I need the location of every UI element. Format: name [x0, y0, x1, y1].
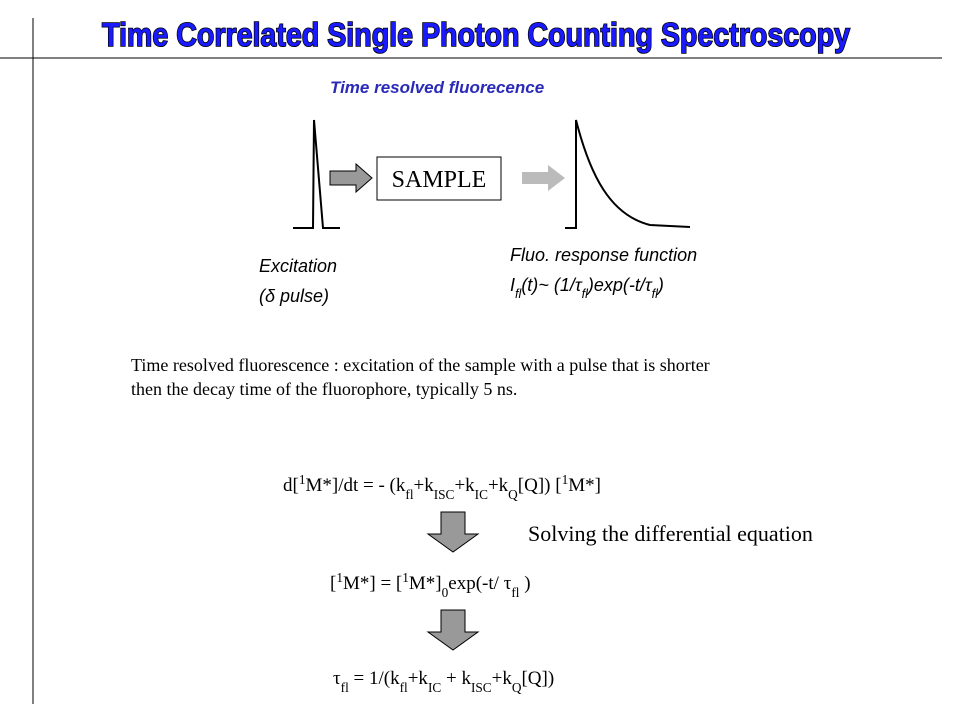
eq-part: fl: [405, 487, 413, 502]
decay-curve: [565, 119, 691, 229]
formula-part: (t): [521, 275, 538, 295]
sample-label: SAMPLE: [392, 167, 487, 193]
eq-part: 0: [442, 585, 449, 600]
eq-part: IC: [475, 487, 488, 502]
eq-part: ISC: [471, 680, 492, 695]
eq-part: fl: [511, 585, 519, 600]
fluo-label: Fluo. response function: [510, 245, 697, 265]
eq-part: = 1/(k: [349, 668, 400, 689]
equation: τfl = 1/(kfl+kIC + kISC+kQ[Q]): [333, 668, 554, 695]
eq-part: M*]: [568, 475, 601, 496]
formula-part: ~ (1/: [538, 275, 577, 295]
equation: d[1M*]/dt = - (kfl+kISC+kIC+kQ[Q]) [1M*]: [283, 472, 601, 502]
eq-part: [Q]) [: [518, 475, 562, 496]
eq-part: +k: [454, 475, 475, 496]
excitation-label: (δ pulse): [259, 286, 329, 306]
fluo-formula: Ifl(t)~ (1/τfl)exp(-t/τfl): [510, 275, 664, 301]
equation: [1M*] = [1M*]0exp(-t/ τfl ): [330, 570, 531, 600]
eq-part: τ: [333, 668, 341, 689]
eq-part: +k: [414, 475, 435, 496]
eq-part: +k: [492, 668, 513, 689]
eq-part: M*]/dt = - (k: [305, 475, 405, 496]
formula-part: fl: [515, 287, 522, 301]
eq-part: 1: [402, 570, 409, 585]
eq-part: ISC: [434, 487, 455, 502]
arrow: [329, 162, 373, 194]
formula-part: fl: [652, 287, 659, 301]
title: Time Correlated Single Photon Counting S…: [102, 16, 851, 53]
formula-part: τ: [575, 275, 583, 295]
formula-part: I: [510, 275, 515, 295]
eq-part: [Q]): [521, 668, 554, 689]
eq-part: fl: [400, 680, 408, 695]
formula-part: fl: [582, 287, 589, 301]
excitation-pulse: [293, 119, 340, 229]
eq-part: + k: [441, 668, 471, 689]
eq-part: IC: [428, 680, 441, 695]
formula-part: )exp(-t/: [586, 275, 647, 295]
eq-part: Q: [508, 487, 518, 502]
eq-part: 1: [562, 472, 569, 487]
down-arrow: [426, 609, 480, 651]
eq-part: +k: [408, 668, 429, 689]
eq-part: 1: [336, 570, 343, 585]
sample-box: [376, 156, 502, 201]
formula-part: ): [656, 275, 664, 295]
eq-part: [: [330, 573, 336, 594]
paragraph-line: Time resolved fluorescence : excitation …: [131, 355, 710, 375]
eq-part: exp(-t/: [448, 573, 503, 594]
eq-part: Q: [512, 680, 522, 695]
eq-part: M*] = [: [343, 573, 402, 594]
eq-part: d[: [283, 475, 299, 496]
subtitle: Time resolved fluorecence: [330, 78, 544, 97]
arrow: [522, 165, 565, 191]
excitation-label: Excitation: [259, 256, 337, 276]
down-arrow: [426, 511, 480, 553]
eq-part: +k: [488, 475, 509, 496]
eq-part: fl: [341, 680, 349, 695]
solving-label: Solving the differential equation: [528, 521, 813, 546]
eq-part: τ: [504, 573, 512, 594]
eq-part: ): [519, 573, 530, 594]
formula-part: τ: [645, 275, 653, 295]
paragraph-line: then the decay time of the fluorophore, …: [131, 379, 517, 399]
eq-part: 1: [299, 472, 306, 487]
eq-part: M*]: [409, 573, 442, 594]
